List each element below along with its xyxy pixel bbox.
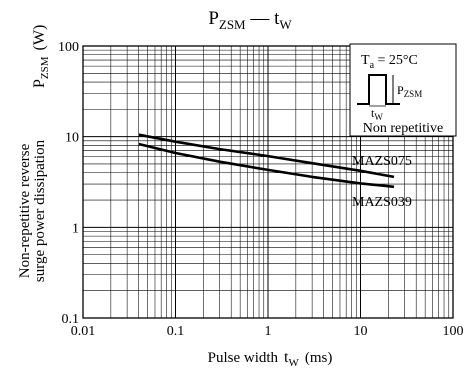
y-tick-label: 0.1 <box>62 312 80 327</box>
y-tick-label: 10 <box>65 131 79 146</box>
x-tick-label: 0.01 <box>71 324 96 339</box>
series-line-mazs039 <box>138 142 395 189</box>
x-axis-label: Pulse width tW (ms) <box>208 349 333 369</box>
temperature-label: Ta = 25°C <box>361 53 418 71</box>
y-axis-label-line1: Non-repetitive reverse <box>17 143 33 278</box>
y-tick-label: 1 <box>72 221 79 236</box>
x-tick-label: 1 <box>265 324 272 339</box>
plot-frame <box>82 45 454 319</box>
x-tick-label: 100 <box>443 324 464 339</box>
series-label-mazs075: MAZS075 <box>352 154 412 169</box>
non-repetitive-label: Non repetitive <box>363 121 443 136</box>
grid <box>82 45 454 319</box>
series-line-mazs075 <box>138 133 395 179</box>
chart-title: PZSM — tW <box>208 8 292 32</box>
y-axis-label-line2: surge power dissipation <box>32 139 48 282</box>
x-tick-label: 10 <box>354 324 368 339</box>
pulse-width-label: tW <box>371 106 383 122</box>
y-tick-label: 100 <box>58 40 79 55</box>
series-label-mazs039: MAZS039 <box>352 195 412 210</box>
annotation-box: Ta = 25°C PZSM tW Non repetitive <box>349 43 457 137</box>
series-group <box>138 133 395 189</box>
x-tick-label: 0.1 <box>167 324 185 339</box>
pulse-height-label: PZSM <box>397 83 422 99</box>
pulse-waveform-icon <box>357 74 400 105</box>
y-axis-label-var: PZSM(W) <box>31 25 51 88</box>
y-axis-label: Non-repetitive reverse surge power dissi… <box>17 25 51 282</box>
